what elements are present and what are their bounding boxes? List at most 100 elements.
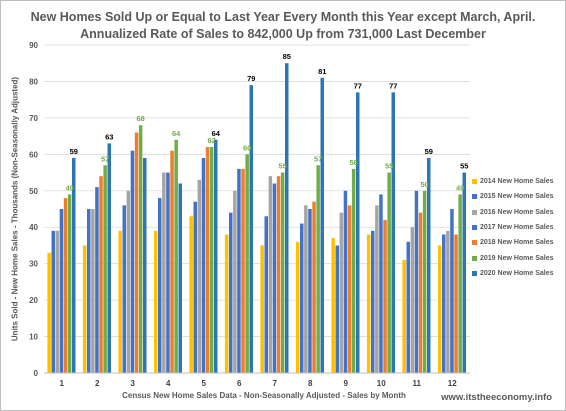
bar [209, 147, 214, 373]
legend-item: 2018 New Home Sales [472, 235, 564, 250]
bar [300, 223, 304, 373]
bar [138, 125, 143, 373]
data-label: 81 [318, 67, 326, 76]
bar [335, 245, 339, 373]
data-label: 49 [456, 183, 464, 192]
bar [201, 157, 206, 373]
legend-label: 2018 New Home Sales [480, 239, 554, 247]
bar [356, 92, 360, 373]
bar [118, 230, 122, 373]
data-label: 55 [385, 162, 393, 171]
data-label: 59 [425, 147, 433, 156]
bar [347, 205, 352, 373]
bar [446, 230, 450, 373]
bar [458, 194, 462, 373]
data-label: 60 [243, 143, 251, 152]
bar [245, 154, 249, 373]
bar [99, 176, 103, 373]
bar [402, 260, 406, 373]
legend-label: 2014 New Home Sales [480, 178, 554, 186]
bar [312, 201, 316, 373]
data-label: 57 [314, 154, 322, 163]
bar [387, 172, 391, 373]
bar [174, 139, 178, 373]
bar [158, 198, 162, 373]
chart-title-line-1: New Homes Sold Up or Equal to Last Year … [30, 10, 536, 24]
bar [351, 168, 356, 373]
bar [134, 132, 139, 373]
x-tick-label: 12 [448, 379, 457, 388]
bar [371, 230, 375, 373]
bar [442, 234, 446, 373]
data-label: 63 [105, 132, 113, 141]
y-tick-label: 20 [29, 296, 38, 305]
bar [410, 227, 415, 373]
bar [272, 183, 277, 373]
bar [205, 147, 210, 373]
bar [379, 194, 383, 373]
source-watermark: www.itstheeconomy.info [441, 392, 552, 403]
y-tick-label: 10 [29, 333, 38, 342]
legend-swatch [472, 270, 477, 276]
bar [249, 85, 253, 373]
bar [343, 190, 348, 373]
y-tick-label: 0 [34, 369, 39, 378]
legend-swatch [472, 194, 477, 200]
bar [214, 139, 218, 373]
legend-label: 2015 New Home Sales [480, 193, 554, 201]
chart-legend: 2014 New Home Sales 2015 New Home Sales 20… [472, 174, 564, 281]
bar [316, 165, 320, 373]
bar [59, 209, 64, 373]
bar [91, 209, 95, 373]
chart-title: New Homes Sold Up or Equal to Last Year … [0, 9, 566, 43]
legend-item: 2015 New Home Sales [472, 189, 564, 204]
data-label: 49 [65, 183, 73, 192]
bar [285, 63, 289, 373]
y-tick-label: 70 [29, 114, 38, 123]
bar [331, 238, 335, 373]
x-tick-label: 3 [131, 379, 136, 388]
x-tick-label: 6 [237, 379, 242, 388]
legend-swatch [472, 255, 477, 261]
bar [437, 245, 442, 373]
bar [422, 190, 427, 373]
bar [72, 157, 76, 373]
bar [107, 143, 111, 373]
y-tick-label: 30 [29, 260, 38, 269]
bar [414, 190, 419, 373]
y-tick-label: 60 [29, 150, 38, 159]
legend-item: 2017 New Home Sales [472, 220, 564, 235]
bar [178, 183, 182, 373]
bar [260, 245, 264, 373]
x-tick-label: 8 [308, 379, 313, 388]
bar [166, 172, 170, 373]
data-label: 64 [212, 129, 221, 138]
bar [241, 168, 245, 373]
bar [153, 230, 158, 373]
y-axis-label: Units Sold - New Home Sales - Thousands … [10, 76, 20, 342]
data-label: 59 [70, 147, 78, 156]
bar [450, 209, 454, 373]
x-tick-label: 7 [273, 379, 278, 388]
legend-item: 2020 New Home Sales [472, 266, 564, 281]
bar [308, 209, 312, 373]
data-label: 50 [420, 180, 428, 189]
y-tick-label: 40 [29, 223, 38, 232]
data-label: 55 [278, 162, 286, 171]
data-label: 77 [389, 81, 397, 90]
bar [406, 241, 410, 373]
bar [280, 172, 285, 373]
legend-label: 2017 New Home Sales [480, 224, 554, 232]
bar [383, 219, 387, 373]
x-tick-label: 5 [202, 379, 207, 388]
legend-swatch [472, 240, 477, 246]
bar [268, 176, 273, 373]
data-label: 56 [349, 158, 357, 167]
bar [103, 165, 107, 373]
y-tick-label: 90 [29, 41, 38, 50]
bar [418, 212, 423, 373]
x-axis-label: Census New Home Sales Data - Non-Seasona… [122, 391, 406, 400]
data-label: 77 [354, 81, 362, 90]
legend-label: 2019 New Home Sales [480, 254, 554, 262]
bar [233, 190, 237, 373]
